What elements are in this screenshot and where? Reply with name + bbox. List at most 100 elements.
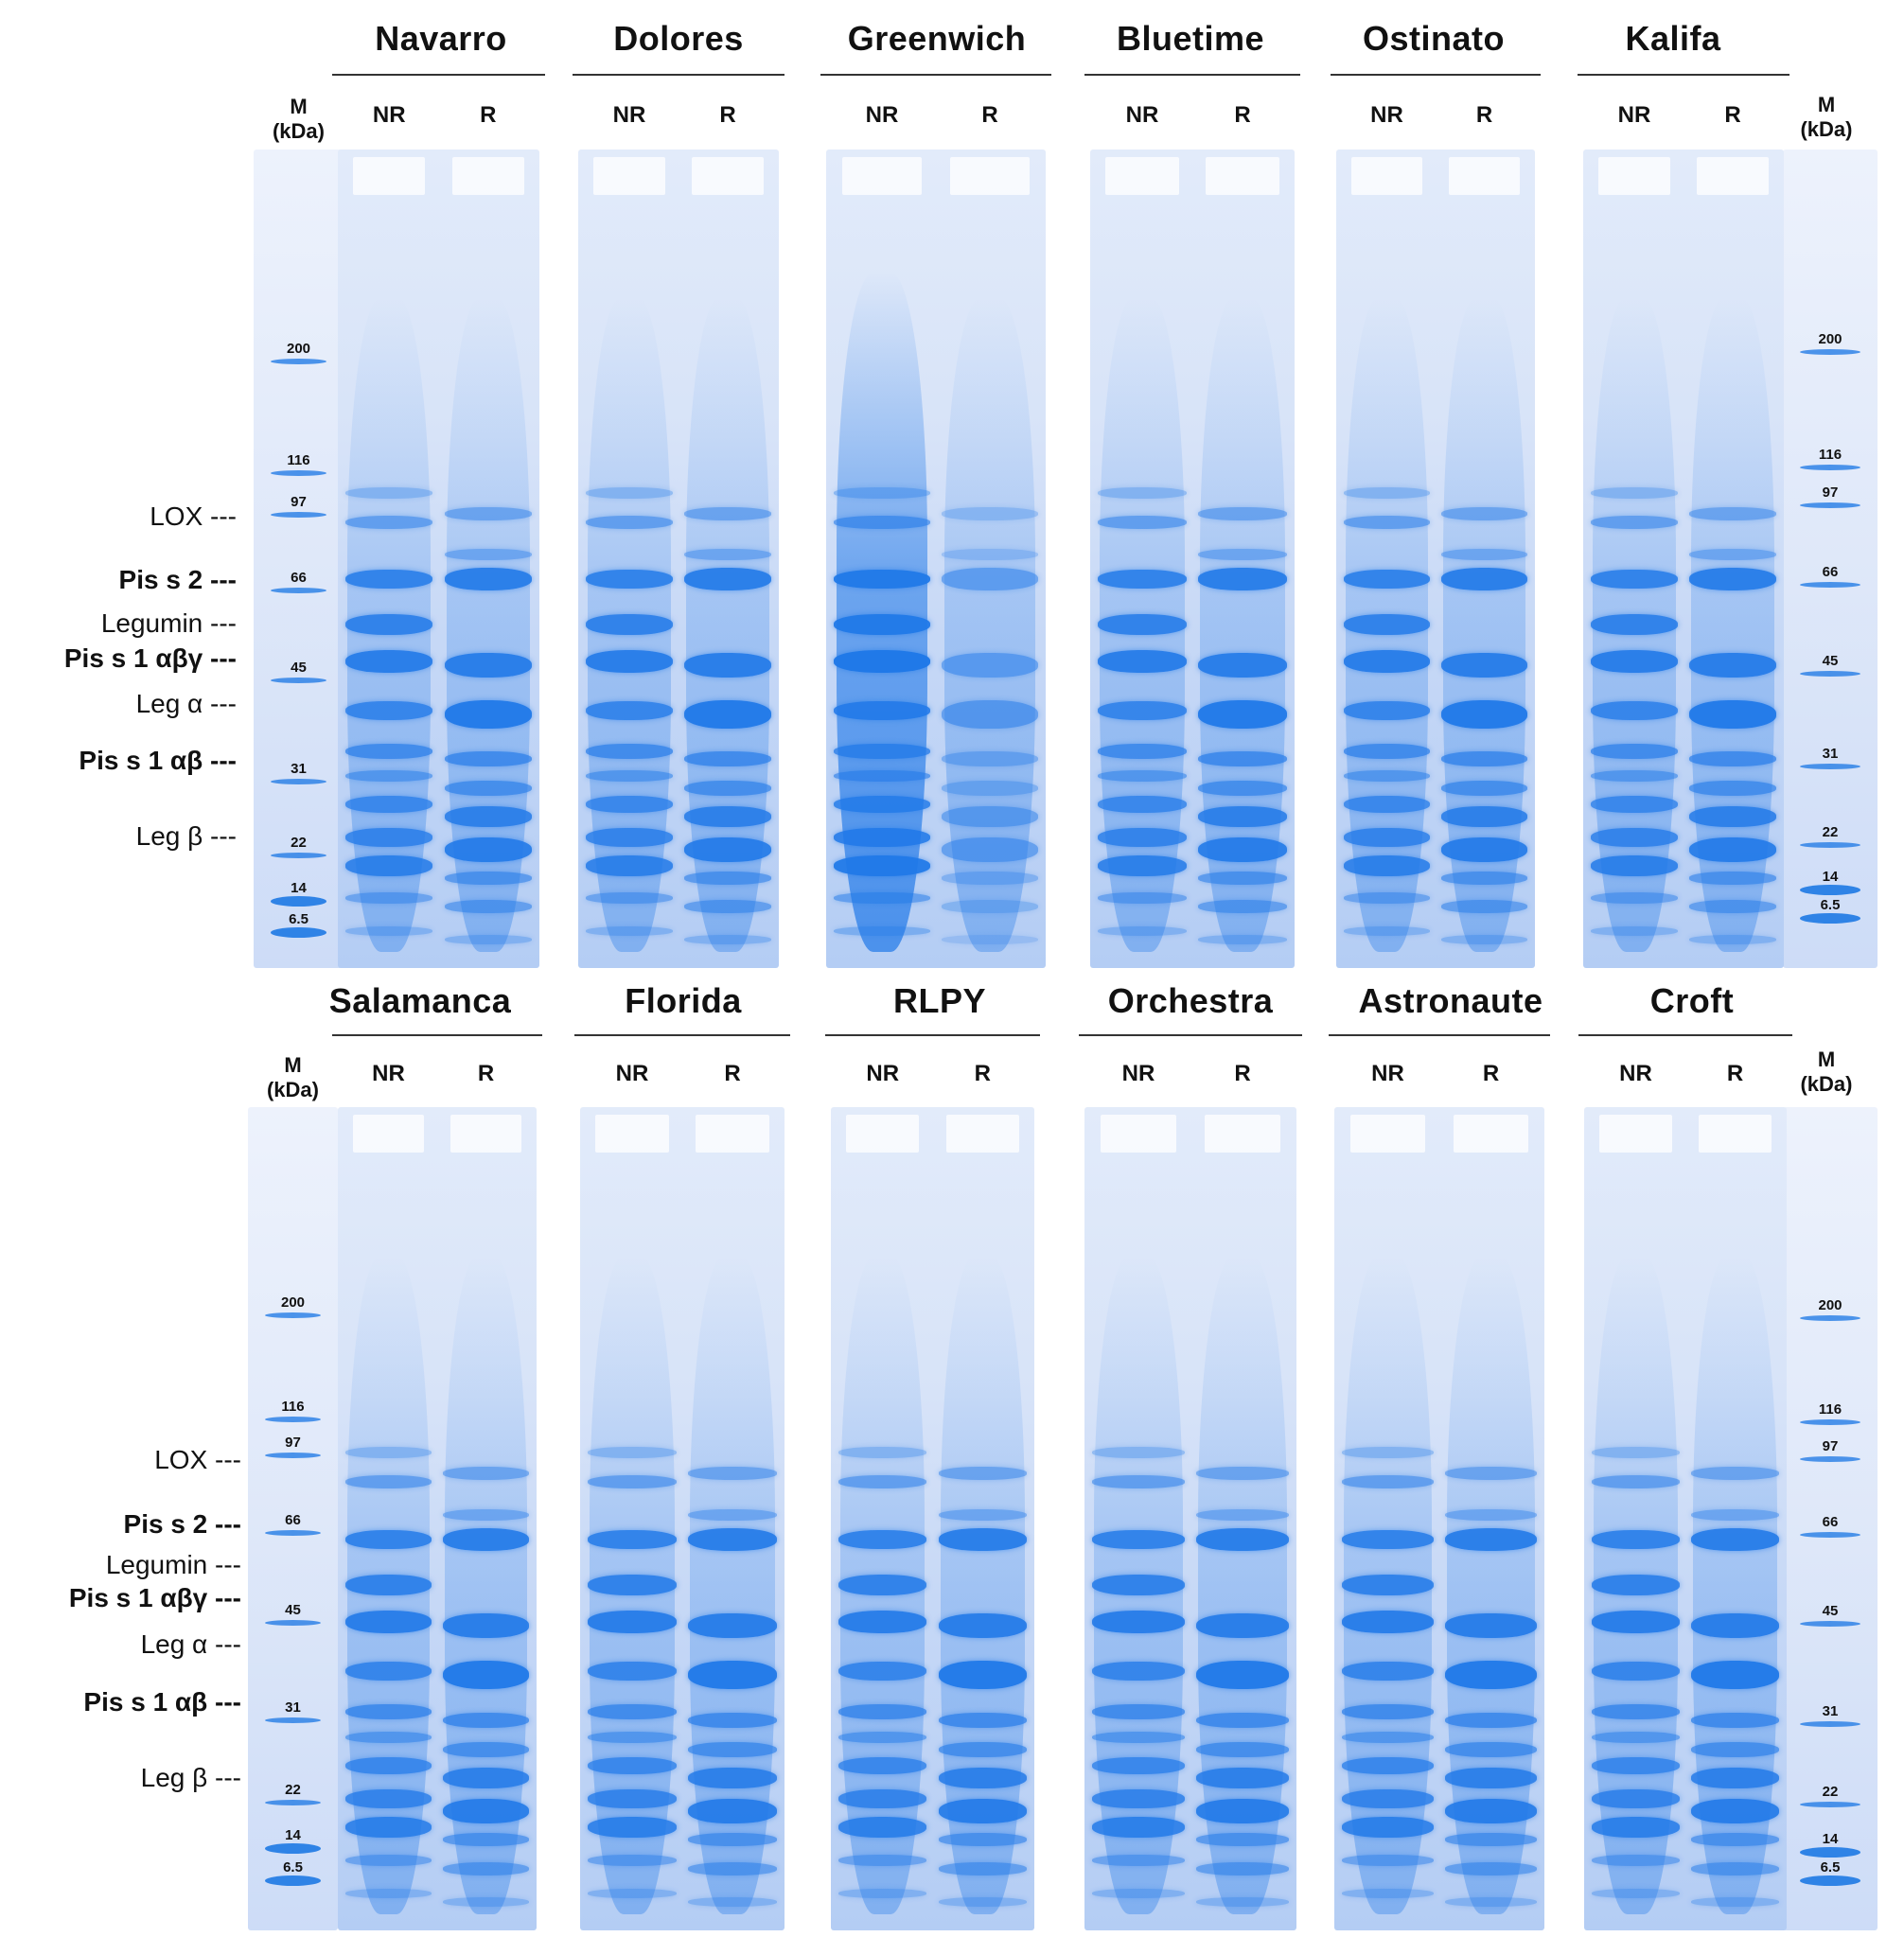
protein-band (1445, 1768, 1537, 1789)
marker-label: 66 (1822, 564, 1839, 580)
protein-band (1092, 1529, 1185, 1549)
protein-band (588, 1574, 677, 1595)
protein-band (942, 871, 1038, 885)
protein-band (1196, 1768, 1289, 1789)
protein-band (1092, 1817, 1185, 1839)
variety-underline (1578, 1034, 1792, 1036)
marker-label: 45 (1822, 653, 1839, 669)
lane-label-r: R (724, 1061, 741, 1086)
protein-band (1198, 900, 1287, 914)
marker-label: 22 (1822, 1784, 1839, 1800)
protein-band (344, 1817, 432, 1839)
variety-underline (332, 74, 545, 76)
protein-band (1591, 570, 1678, 590)
protein-band (838, 1888, 927, 1898)
marker-title-left: M (kDa) (254, 95, 344, 144)
protein-band (688, 1768, 777, 1789)
protein-band (834, 854, 930, 876)
marker-label: 31 (291, 761, 307, 777)
protein-band (1689, 871, 1776, 885)
marker-title-kda: (kDa) (1800, 117, 1853, 141)
protein-band (344, 1610, 432, 1633)
lane-well (945, 1115, 1019, 1153)
protein-band (1445, 1798, 1537, 1823)
protein-band (688, 1527, 777, 1551)
lane-label-r: R (981, 102, 998, 128)
protein-band (1196, 1467, 1289, 1481)
protein-band (1689, 780, 1776, 796)
protein-band (586, 827, 673, 847)
protein-band (938, 1741, 1027, 1757)
sample-gel (580, 1107, 785, 1930)
protein-band (1592, 1704, 1680, 1720)
marker-label: 97 (1822, 1438, 1839, 1454)
protein-band (588, 1474, 677, 1488)
protein-band (1343, 926, 1431, 937)
marker-label: 14 (285, 1827, 301, 1843)
lane-nr (1094, 150, 1190, 968)
marker-band (1800, 912, 1860, 924)
protein-band (1092, 1888, 1185, 1898)
protein-band (1198, 549, 1287, 561)
protein-band (834, 769, 930, 782)
protein-band (588, 1610, 677, 1633)
marker-title-m: M (1817, 93, 1836, 116)
marker-label: 116 (281, 1399, 305, 1415)
protein-band (1440, 805, 1528, 827)
protein-band (938, 1768, 1027, 1789)
marker-label: 45 (291, 660, 307, 676)
protein-band (588, 1817, 677, 1839)
protein-band (1445, 1527, 1537, 1551)
protein-band (684, 751, 771, 767)
protein-band (1198, 751, 1287, 767)
protein-label-pis-s-2: Pis s 2 --- (123, 1509, 241, 1539)
protein-band (1691, 1467, 1779, 1481)
protein-band (444, 568, 532, 591)
protein-band (1445, 1713, 1537, 1729)
protein-band (1445, 1661, 1537, 1690)
protein-band (1691, 1768, 1779, 1789)
sample-gel (1583, 150, 1784, 968)
lane-label-nr: NR (372, 1061, 405, 1086)
protein-band (1342, 1529, 1434, 1549)
protein-band (684, 934, 771, 944)
lane-label-nr: NR (1370, 102, 1403, 128)
lane-smear (836, 272, 928, 952)
sample-gel (338, 1107, 537, 1930)
variety-name: Kalifa (1625, 19, 1721, 58)
protein-band (344, 1474, 432, 1488)
marker-band (271, 895, 326, 907)
protein-band (1196, 1861, 1289, 1875)
protein-band (344, 1529, 432, 1549)
protein-band (942, 751, 1038, 767)
variety-name: RLPY (892, 981, 986, 1020)
marker-label: 116 (1818, 1401, 1842, 1418)
sample-gel (1084, 1107, 1296, 1930)
protein-band (1196, 1527, 1289, 1551)
lane-label-nr: NR (1121, 1061, 1155, 1086)
lane-well (1697, 157, 1769, 195)
variety-name: Bluetime (1116, 19, 1265, 58)
protein-band (444, 871, 532, 885)
protein-band (442, 1798, 530, 1823)
protein-band (1691, 1741, 1779, 1757)
lane-r (935, 1107, 1031, 1930)
protein-band (344, 1704, 432, 1720)
protein-band (444, 934, 532, 944)
variety-name: Ostinato (1362, 19, 1505, 58)
protein-band (1592, 1817, 1680, 1839)
marker-band (271, 588, 326, 593)
protein-band (1689, 699, 1776, 729)
protein-band (1092, 1731, 1185, 1743)
protein-band (442, 1661, 530, 1690)
protein-band (1440, 900, 1528, 914)
lane-well (1105, 157, 1179, 195)
protein-band (1098, 700, 1187, 720)
marker-label: 6.5 (283, 1859, 303, 1875)
marker-band (265, 1717, 321, 1723)
protein-band (442, 1508, 530, 1521)
lane-well (353, 157, 426, 195)
protein-band (586, 515, 673, 529)
protein-band (1440, 780, 1528, 796)
protein-band (838, 1731, 927, 1743)
